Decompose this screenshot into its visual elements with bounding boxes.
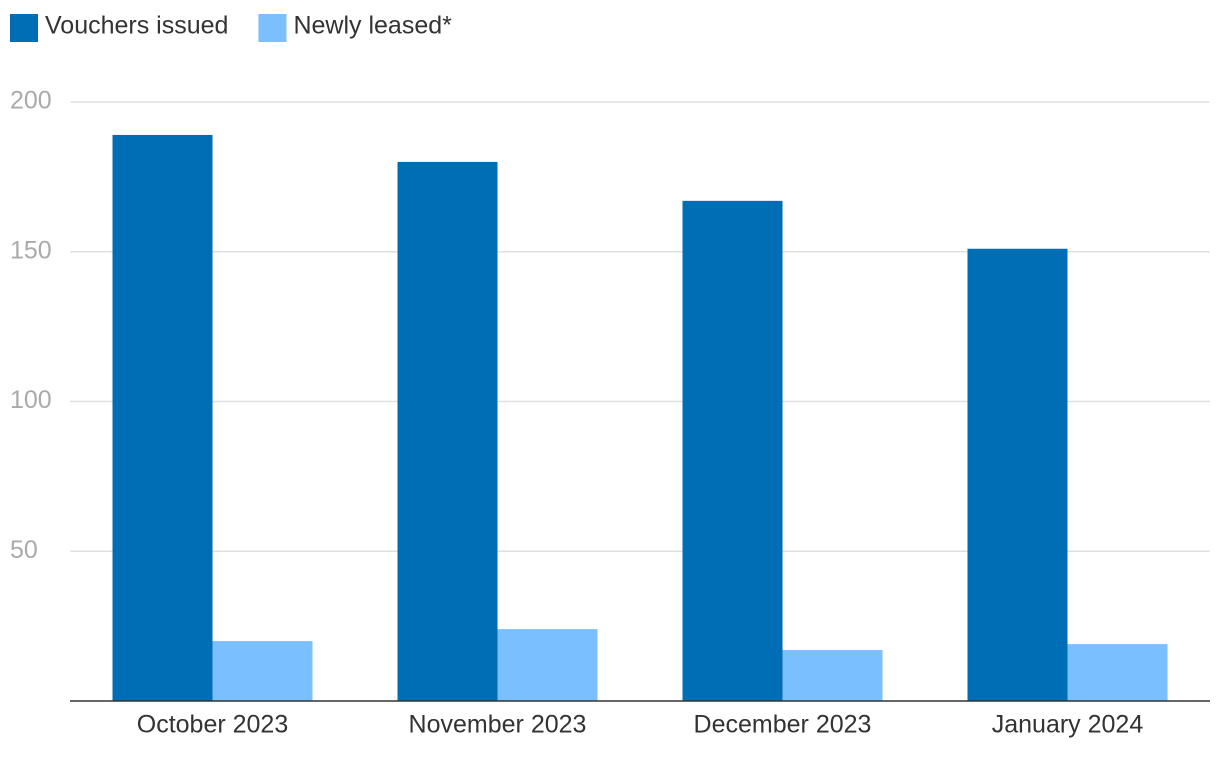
bar	[967, 248, 1068, 701]
bar	[497, 629, 598, 701]
x-tick-label: October 2023	[137, 711, 289, 739]
bar	[1067, 644, 1168, 701]
x-tick-label: December 2023	[694, 711, 872, 739]
y-tick-label: 200	[10, 87, 52, 115]
bar	[782, 650, 883, 701]
bar	[112, 134, 213, 701]
legend-label: Newly leased*	[293, 12, 452, 40]
legend-label: Vouchers issued	[45, 12, 228, 40]
x-tick-label: January 2024	[992, 711, 1144, 739]
y-tick-label: 50	[10, 536, 38, 564]
bar	[212, 641, 313, 701]
y-tick-label: 150	[10, 236, 52, 264]
legend-swatch	[258, 14, 287, 42]
y-tick-label: 100	[10, 386, 52, 414]
legend-swatch	[10, 14, 38, 42]
bar	[682, 200, 783, 701]
x-tick-label: November 2023	[409, 711, 587, 739]
bar	[397, 161, 498, 701]
